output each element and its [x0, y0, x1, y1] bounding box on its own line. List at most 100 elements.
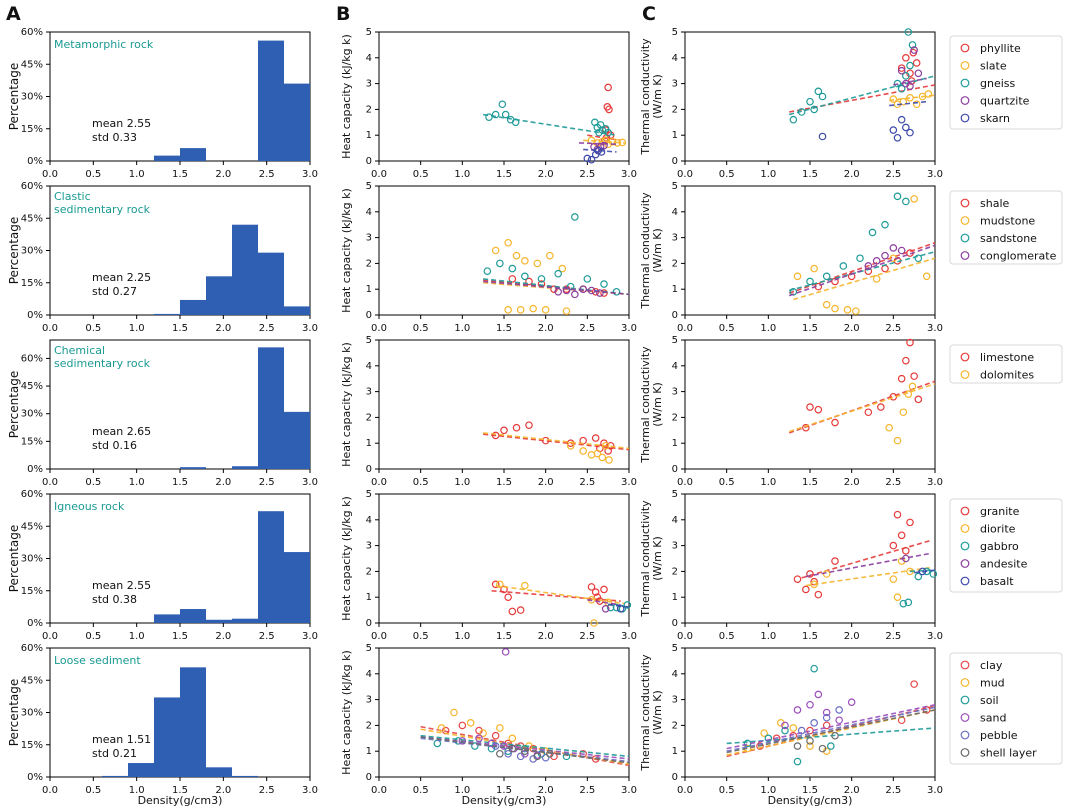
panel-b-point-4-1-3 [590, 619, 598, 627]
panel-b-y-tick-label-2-1: 1 [366, 284, 372, 295]
panel-c-point-4-2-4 [929, 570, 938, 578]
panel-label-c: C [642, 3, 656, 25]
panel-c-x-tick-label-3-5: 2.5 [885, 477, 901, 488]
panel-c-ylabel-b-3: (W/m K) [651, 382, 664, 427]
panel-b-point-2-3-4 [587, 286, 596, 295]
panel-c-point-1-0-0 [897, 64, 906, 72]
panel-b-x-tick-label-1-6: 3.0 [621, 169, 637, 180]
panel-b-point-1-4-4 [597, 148, 606, 156]
panel-a-bar-5-5 [180, 667, 206, 777]
panel-a-bar-1-9 [284, 83, 310, 161]
panel-c-point-5-2-3 [793, 757, 802, 766]
panel-c-point-4-1-0 [810, 580, 818, 589]
panel-c-ylabel-b-2-text: (W/m K) [651, 228, 664, 273]
panel-b-point-5-1-4 [496, 724, 504, 732]
panel-c-point-4-0-7 [893, 510, 902, 519]
panel-c-point-1-2-8 [902, 72, 910, 80]
panel-c-legend-label-5-3: sand [980, 712, 1006, 725]
panel-c-legend-label-3-0: limestone [980, 351, 1034, 364]
panel-c-ylabel-b-5-text: (W/m K) [651, 690, 664, 735]
panel-c-x-tick-label-4-2: 1.0 [760, 631, 776, 642]
panel-c-x-tick-label-1-5: 2.5 [885, 169, 901, 180]
panel-c-trend-1-3 [893, 77, 927, 86]
panel-c-point-5-4-2 [822, 713, 831, 722]
panel-b-y-tick-label-4-4: 4 [366, 515, 372, 526]
panel-b-x-tick-label-4-4: 2.0 [538, 631, 554, 642]
panel-b-point-1-4-1 [587, 155, 596, 164]
panel-b-y-tick-label-3-0: 0 [366, 464, 372, 475]
panel-c-ylabel-a-4-text: Thermal conductivity [639, 500, 652, 618]
panel-b-point-2-1-8 [516, 306, 525, 314]
panel-b-point-2-2-7 [571, 213, 579, 221]
panel-c-y-tick-label-4-4: 4 [672, 515, 678, 526]
panel-c-ylabel-b-4: (W/m K) [651, 536, 664, 581]
panel-b-trend-1-4 [583, 148, 617, 153]
panel-a-bar-2-8 [258, 252, 284, 315]
panel-b-point-1-1-5 [613, 139, 622, 147]
panel-b-ylabel-2: Heat capacity (kJ/kg k) [340, 188, 353, 313]
panel-a-y-tick-label-2-0: 0% [27, 310, 43, 321]
panel-a-ylabel-3: Percentage [7, 371, 21, 439]
panel-b-trend-1-2 [483, 113, 617, 136]
panel-c-ylabel-b-1: (W/m K) [651, 74, 664, 119]
panel-c-row-2-frame [684, 185, 936, 316]
panel-a-y-tick-label-5-2: 30% [21, 708, 43, 719]
panel-b-trend-3-0 [483, 433, 630, 451]
panel-c-point-4-3-0 [902, 554, 910, 563]
panel-c-y-tick-label-2-4: 4 [672, 207, 678, 218]
panel-b-y-tick-label-2-2: 2 [366, 258, 372, 269]
panel-b-point-4-0-2 [504, 593, 512, 602]
panel-a-x-tick-label-4-5: 2.5 [259, 631, 275, 642]
panel-c-trend-1-4 [889, 100, 927, 107]
panel-b-point-2-2-9 [600, 280, 608, 288]
panel-b-point-1-2-5 [511, 118, 520, 127]
panel-a-y-tick-label-2-1: 15% [21, 278, 43, 289]
panel-b-point-5-1-3 [479, 729, 487, 737]
panel-c-ylabel-a-5-text: Thermal conductivity [639, 654, 652, 772]
panel-a-x-tick-label-4-4: 2.0 [215, 631, 231, 642]
panel-a-bar-4-7 [232, 618, 258, 623]
panel-b-point-2-1-6 [558, 264, 567, 273]
panel-c-x-tick-label-2-2: 1.0 [760, 323, 776, 334]
panel-a-y-tick-label-2-2: 30% [21, 246, 43, 257]
panel-b-ylabel-2-text: Heat capacity (kJ/kg k) [340, 188, 353, 313]
panel-b-x-tick-label-4-5: 2.5 [579, 631, 595, 642]
panel-b-point-4-0-5 [587, 583, 596, 591]
panel-b-x-tick-label-5-3: 1.5 [496, 785, 512, 796]
panel-b-y-tick-label-1-5: 5 [366, 27, 372, 38]
panel-a-bar-4-6 [206, 619, 232, 623]
panel-c-x-tick-label-3-1: 0.5 [719, 477, 735, 488]
panel-a-y-tick-label-5-4: 60% [21, 643, 43, 654]
panel-a-stat-1-1: std 0.33 [92, 131, 137, 144]
panel-c-x-tick-label-1-1: 0.5 [719, 169, 735, 180]
panel-c-y-tick-label-4-5: 5 [672, 489, 678, 500]
panel-c-y-tick-label-2-3: 3 [672, 233, 678, 244]
panel-b-x-tick-label-1-2: 1.0 [454, 169, 470, 180]
circle-icon [960, 251, 970, 260]
panel-c-point-1-4-0 [818, 132, 827, 141]
panel-b-point-5-3-3 [500, 742, 508, 750]
panel-c-x-tick-label-4-5: 2.5 [885, 631, 901, 642]
circle-icon [960, 113, 970, 123]
panel-b-x-tick-label-1-0: 0.0 [371, 169, 387, 180]
panel-c-point-1-1-0 [889, 95, 898, 103]
circle-icon [960, 559, 970, 568]
panel-b-trend-5-5 [420, 736, 630, 764]
circle-icon [960, 524, 970, 533]
panel-c-point-3-0-4 [864, 408, 873, 417]
panel-c-point-5-3-4 [822, 708, 831, 717]
panel-c-y-tick-label-2-5: 5 [672, 181, 678, 192]
panel-a-stat-5-0: mean 1.51 [92, 733, 151, 746]
panel-b-point-2-2-4 [537, 275, 546, 283]
panel-c-y-tick-label-2-0: 0 [672, 310, 678, 321]
panel-b-y-tick-label-3-3: 3 [366, 387, 372, 398]
panel-b-point-5-2-2 [471, 742, 479, 750]
panel-b-x-tick-label-2-5: 2.5 [579, 323, 595, 334]
panel-c-point-1-2-11 [904, 28, 913, 36]
panel-b-point-5-4-4 [541, 753, 550, 762]
circle-icon [960, 233, 970, 243]
panel-c-trend-5-5 [726, 709, 936, 754]
panel-b-x-tick-label-1-3: 1.5 [496, 169, 512, 180]
panel-b-y-tick-label-1-4: 4 [366, 53, 372, 64]
panel-a-x-tick-label-2-0: 0.0 [42, 323, 58, 334]
